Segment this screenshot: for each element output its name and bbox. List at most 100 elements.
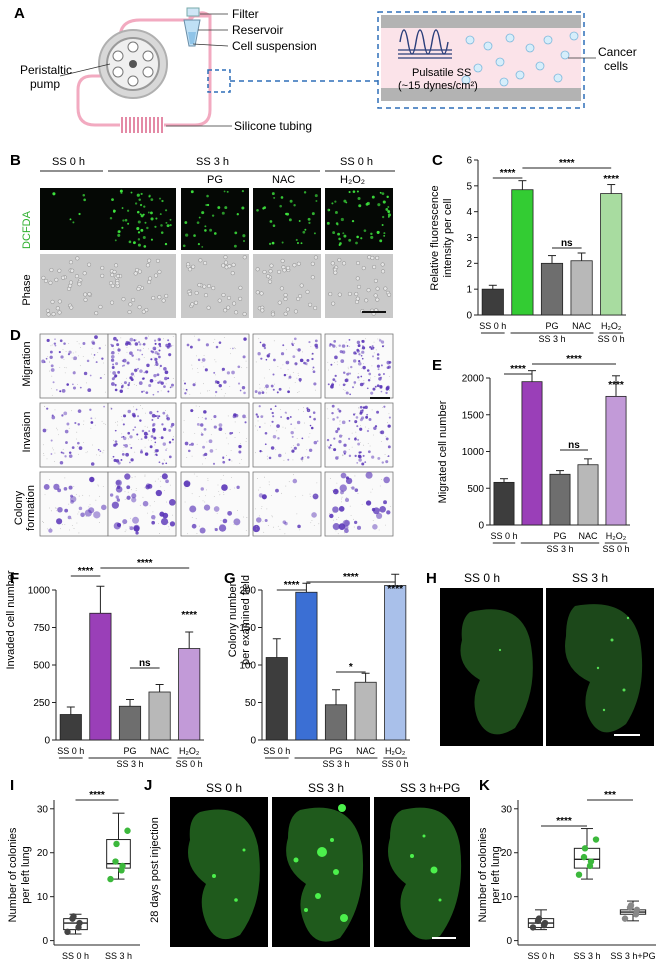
phase-cell: [370, 255, 375, 261]
dcfda-cell: [226, 190, 229, 193]
stained-cell: [277, 437, 280, 440]
phase-cell: [61, 275, 66, 280]
panel-letter-b: B: [10, 152, 21, 169]
pore-dot: [263, 377, 265, 379]
pore-dot: [332, 511, 334, 513]
pore-dot: [315, 389, 316, 391]
stained-cell: [110, 382, 115, 386]
dcfda-cell: [143, 245, 147, 248]
stained-cell: [272, 373, 275, 376]
stained-cell: [213, 425, 217, 429]
phase-cell: [137, 305, 142, 310]
stained-cell: [153, 373, 157, 378]
pore-dot: [142, 347, 144, 349]
stained-cell: [154, 350, 158, 355]
pore-dot: [44, 406, 46, 407]
stained-cell: [265, 384, 269, 389]
y-tick-label: 200: [239, 586, 256, 597]
c-ylabel-line1: Relative fluorescence: [429, 185, 441, 290]
pore-dot: [69, 529, 70, 531]
pore-dot: [333, 519, 334, 521]
stained-cell: [168, 429, 172, 432]
dcfda-cell: [382, 215, 385, 219]
stained-cell: [158, 415, 161, 418]
dcfda-cell: [377, 203, 381, 207]
data-point: [587, 858, 595, 865]
dcfda-cell: [272, 224, 276, 227]
stained-cell: [122, 358, 127, 363]
pore-dot: [280, 367, 282, 369]
stained-cell: [98, 347, 101, 350]
pore-dot: [231, 460, 233, 462]
pore-dot: [336, 518, 338, 520]
stained-cell: [168, 499, 176, 506]
pore-dot: [233, 523, 235, 525]
dcfda-cell: [150, 217, 154, 221]
pore-dot: [198, 417, 200, 419]
j-header-ss3pg: SS 3 h+PG: [400, 781, 460, 795]
dcfda-cell: [126, 209, 130, 212]
y-tick-label: 6: [466, 156, 472, 167]
stained-cell: [163, 385, 166, 388]
pore-dot: [348, 371, 350, 373]
pore-dot: [49, 370, 50, 372]
pore-dot: [339, 384, 340, 386]
stained-cell: [359, 411, 363, 415]
stained-cell: [218, 341, 222, 344]
pore-dot: [154, 519, 155, 520]
pore-dot: [206, 489, 207, 491]
pore-dot: [202, 463, 203, 465]
stained-cell: [361, 462, 365, 466]
sig-label: ****: [387, 584, 403, 595]
stained-cell: [141, 353, 144, 356]
pore-dot: [43, 522, 44, 523]
x-tick-label: SS 3 h+PG: [610, 951, 655, 961]
stained-cell: [124, 444, 128, 448]
pore-dot: [194, 335, 195, 337]
phase-cell: [232, 301, 237, 306]
data-point: [621, 915, 629, 922]
stained-cell: [157, 381, 160, 384]
stained-cell: [114, 383, 117, 386]
phase-cell: [342, 261, 347, 266]
phase-cell: [217, 298, 222, 303]
stained-cell: [154, 415, 157, 418]
pore-dot: [301, 351, 303, 353]
stained-cell: [59, 390, 62, 393]
y-tick-label: 2: [466, 259, 472, 270]
pore-dot: [153, 452, 155, 453]
stained-cell: [371, 507, 376, 512]
pore-dot: [159, 533, 160, 534]
stained-cell: [97, 448, 100, 451]
data-point: [592, 836, 600, 843]
pore-dot: [350, 487, 352, 488]
phase-cell: [298, 294, 303, 299]
stained-cell: [129, 435, 133, 439]
dcfda-cell: [169, 223, 172, 227]
stained-cell: [332, 523, 340, 531]
phase-cell: [68, 283, 73, 288]
pore-dot: [57, 429, 59, 431]
dcfda-cell: [233, 244, 237, 248]
stained-cell: [271, 420, 274, 423]
dcfda-cell: [387, 206, 390, 208]
y-tick-label: 30: [501, 804, 513, 815]
transwell-image: [180, 402, 250, 468]
pore-dot: [191, 517, 193, 518]
stained-cell: [333, 437, 336, 440]
dcfda-cell: [121, 207, 124, 209]
stained-cell: [113, 458, 117, 463]
pore-dot: [186, 456, 188, 458]
stained-cell: [64, 455, 67, 458]
phase-cell: [266, 274, 271, 279]
pore-dot: [118, 501, 120, 503]
stained-cell: [354, 454, 357, 458]
pore-dot: [50, 345, 52, 347]
pore-dot: [338, 517, 340, 518]
pore-dot: [54, 507, 56, 509]
pore-dot: [245, 417, 247, 419]
phase-cell: [55, 306, 60, 311]
stained-cell: [151, 520, 156, 525]
stained-cell: [343, 443, 347, 447]
